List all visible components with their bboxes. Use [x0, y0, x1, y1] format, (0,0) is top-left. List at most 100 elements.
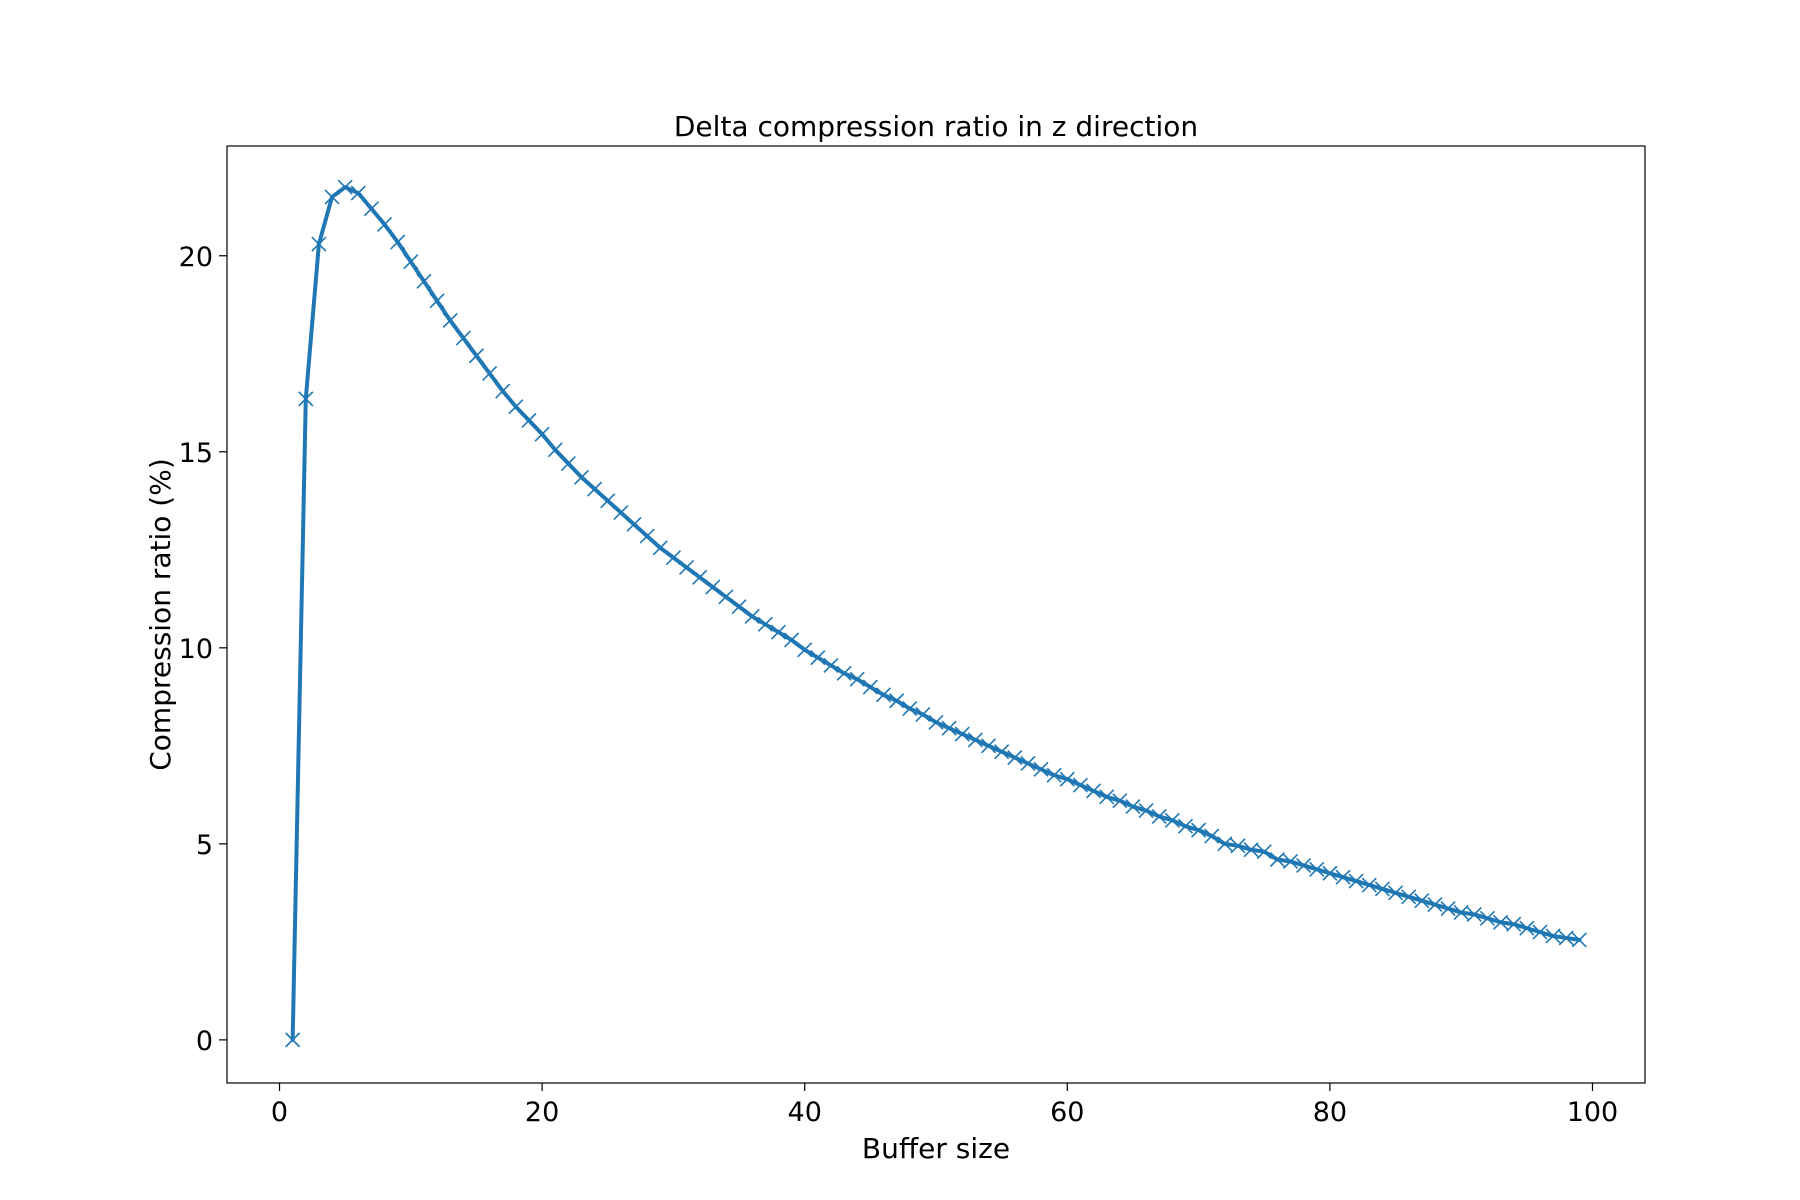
data-point-marker: [1191, 822, 1207, 838]
data-point-marker: [285, 1032, 301, 1048]
data-point-marker: [678, 559, 695, 576]
data-point-marker: [1506, 916, 1522, 932]
data-point-marker: [350, 185, 366, 201]
data-point-marker: [1519, 920, 1535, 936]
data-point-marker: [1466, 906, 1482, 922]
data-point-marker: [482, 365, 498, 381]
x-tick-label: 0: [271, 1097, 288, 1128]
data-point-marker: [324, 189, 340, 205]
data-point-marker: [311, 236, 327, 252]
x-tick-label: 20: [525, 1097, 559, 1128]
data-point-marker: [1440, 900, 1456, 917]
data-point-marker: [390, 234, 406, 250]
data-point-marker: [587, 481, 603, 497]
data-point-marker: [1374, 881, 1390, 897]
data-point-marker: [1414, 893, 1430, 909]
data-point-marker: [980, 738, 997, 754]
data-point-marker: [797, 642, 813, 658]
x-tick-label: 100: [1567, 1097, 1619, 1128]
data-point-marker: [1545, 928, 1561, 944]
plot-content: [285, 179, 1587, 1048]
data-point-marker: [376, 216, 393, 232]
data-point-marker: [823, 657, 839, 674]
data-point-marker: [1558, 930, 1574, 946]
data-point-marker: [915, 706, 931, 723]
data-point-marker: [862, 679, 878, 695]
data-point-marker: [468, 348, 485, 364]
x-axis-ticks: 0 20 40 60 80 100: [271, 1083, 1618, 1128]
data-point-marker: [1217, 836, 1233, 852]
data-point-marker: [442, 312, 458, 329]
data-point-marker: [967, 732, 983, 748]
data-point-marker: [1532, 924, 1548, 940]
data-point-marker: [1479, 910, 1496, 926]
data-point-marker: [941, 720, 957, 736]
y-tick-label: 5: [196, 830, 213, 861]
data-point-marker: [1322, 865, 1338, 881]
data-point-marker: [744, 608, 760, 625]
y-tick-label: 10: [179, 634, 213, 665]
data-point-marker: [1427, 897, 1443, 913]
data-point-marker: [1072, 777, 1088, 793]
data-point-marker: [1348, 873, 1364, 889]
data-point-marker: [613, 505, 629, 521]
data-point-marker: [1571, 932, 1587, 948]
x-tick-label: 40: [788, 1097, 822, 1128]
x-tick-label: 80: [1313, 1097, 1347, 1128]
data-point-marker: [705, 579, 721, 595]
data-point-marker: [1401, 889, 1417, 905]
y-tick-label: 15: [179, 438, 213, 469]
data-point-marker: [1387, 885, 1404, 901]
data-point-marker: [1296, 857, 1312, 873]
data-point-marker: [1020, 755, 1036, 772]
data-point-marker: [770, 624, 787, 640]
y-tick-label: 20: [179, 242, 213, 273]
data-point-marker: [1493, 914, 1509, 930]
data-point-marker: [560, 455, 576, 472]
data-point-marker: [718, 589, 734, 605]
data-point-marker: [849, 671, 865, 687]
data-point-marker: [1269, 851, 1285, 868]
data-point-marker: [363, 201, 379, 217]
data-point-marker: [1112, 793, 1128, 809]
data-point-marker: [1335, 869, 1351, 885]
data-point-marker: [1282, 853, 1299, 870]
data-point-marker: [337, 179, 353, 195]
data-point-marker: [954, 726, 970, 742]
data-point-marker: [665, 550, 681, 566]
data-point-marker: [652, 540, 668, 556]
data-point-marker: [639, 528, 655, 544]
data-point-marker: [455, 330, 471, 346]
data-point-marker: [1204, 828, 1220, 844]
data-point-marker: [1256, 844, 1272, 860]
data-point-marker: [928, 714, 944, 730]
x-tick-label: 60: [1050, 1097, 1084, 1128]
data-point-marker: [902, 701, 918, 717]
data-point-marker: [810, 650, 826, 666]
data-point-marker: [521, 412, 537, 429]
data-point-marker: [1099, 789, 1115, 805]
data-point-marker: [416, 273, 432, 289]
data-point-marker: [547, 442, 563, 458]
data-point-marker: [1007, 750, 1023, 766]
data-point-marker: [1309, 861, 1325, 877]
data-point-marker: [534, 426, 550, 442]
data-point-marker: [1046, 767, 1062, 783]
data-point-marker: [1164, 812, 1180, 828]
data-point-marker: [1177, 818, 1194, 834]
data-point-marker: [495, 383, 511, 399]
data-point-marker: [429, 293, 445, 309]
data-point-marker: [1243, 842, 1259, 858]
data-point-marker: [1138, 802, 1154, 819]
axes-frame: [226, 145, 1646, 1084]
data-point-marker: [1361, 877, 1377, 893]
chart-title: Delta compression ratio in z direction: [674, 110, 1198, 143]
data-point-marker: [403, 254, 419, 270]
data-point-marker: [1059, 771, 1075, 787]
data-point-marker: [1085, 783, 1102, 799]
data-point-marker: [994, 744, 1010, 760]
data-point-marker: [1125, 799, 1141, 815]
data-point-marker: [508, 399, 524, 415]
